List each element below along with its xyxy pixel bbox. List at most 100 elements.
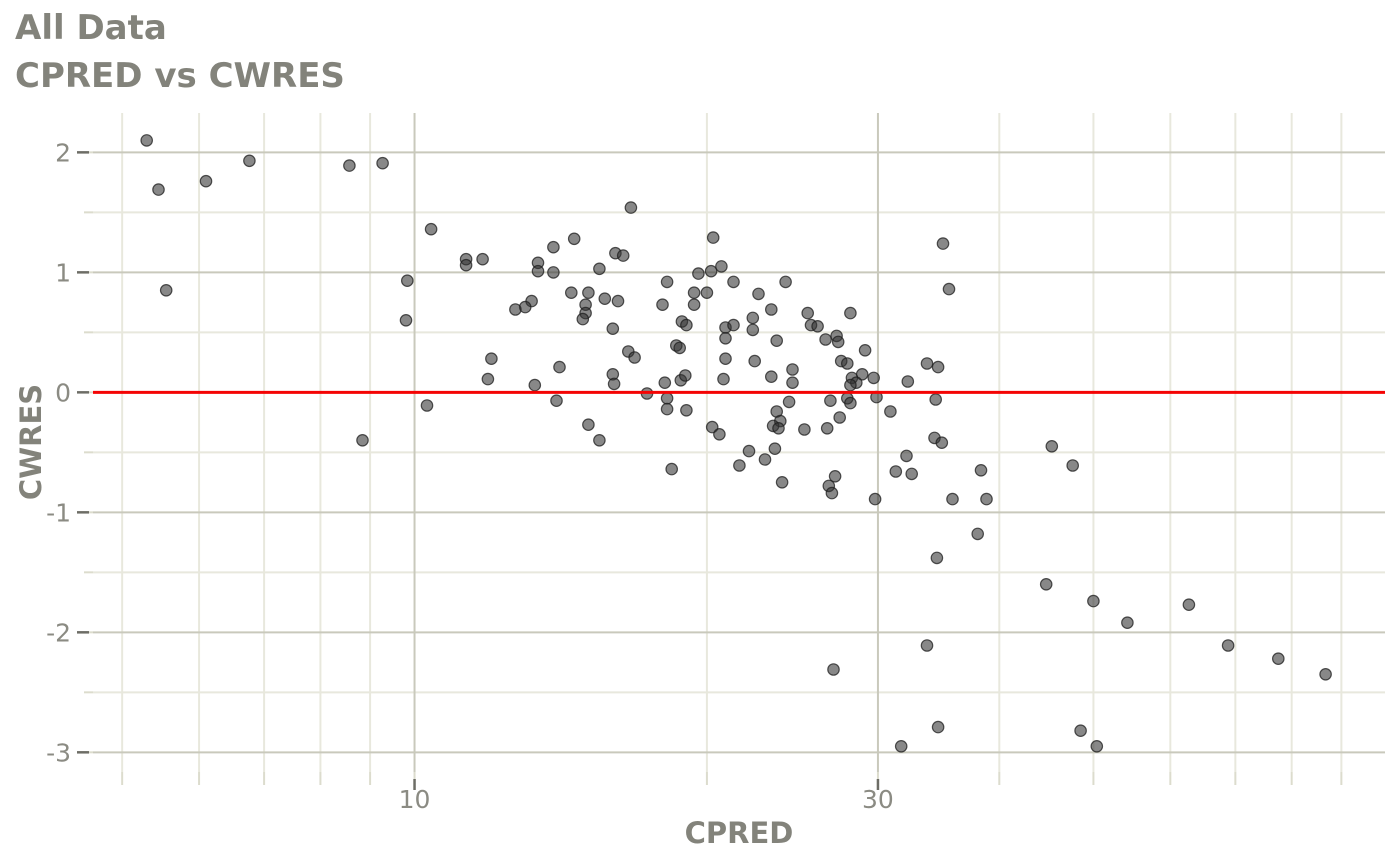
data-point: [1319, 667, 1332, 681]
data-point: [727, 275, 740, 289]
data-point: [547, 240, 560, 254]
data-points: [140, 134, 1332, 753]
data-point: [1090, 739, 1104, 753]
y-tick-label: 1: [55, 258, 71, 287]
data-point: [727, 318, 740, 332]
data-point: [665, 462, 678, 476]
data-point: [844, 306, 857, 320]
data-point: [786, 376, 799, 389]
plot-subtitle: CPRED vs CWRES: [15, 56, 345, 96]
data-point: [719, 331, 732, 345]
data-point: [1221, 639, 1235, 652]
y-tick-label: -3: [46, 738, 71, 767]
data-point: [656, 298, 669, 311]
data-point: [680, 318, 693, 332]
data-point: [811, 319, 824, 333]
data-point: [660, 402, 674, 416]
data-point: [700, 286, 714, 299]
data-point: [356, 433, 369, 447]
y-tick-label: 2: [55, 138, 71, 167]
data-point: [779, 275, 792, 289]
data-point: [1074, 724, 1087, 737]
data-point: [768, 442, 782, 455]
data-point: [1087, 594, 1100, 608]
data-point: [376, 156, 389, 170]
data-point: [748, 354, 761, 368]
data-point: [606, 322, 620, 335]
data-point: [974, 463, 988, 477]
data-point: [833, 411, 846, 424]
x-tick-label: 30: [862, 785, 894, 814]
data-point: [929, 393, 942, 406]
data-point: [476, 252, 489, 266]
data-point: [593, 433, 606, 447]
data-point: [531, 264, 545, 278]
data-point: [582, 286, 595, 299]
data-point: [509, 303, 522, 316]
data-point: [884, 405, 897, 418]
data-point: [547, 266, 560, 279]
data-point: [616, 249, 630, 262]
data-point: [159, 283, 173, 297]
data-point: [742, 444, 756, 458]
data-point: [746, 323, 760, 337]
data-point: [936, 237, 950, 250]
x-axis-title: CPRED: [684, 816, 794, 850]
data-point: [611, 294, 625, 308]
data-point: [827, 663, 840, 676]
data-point: [678, 369, 692, 382]
data-point: [840, 357, 854, 370]
data-point: [660, 275, 674, 289]
data-point: [889, 465, 903, 478]
data-point: [935, 436, 949, 449]
data-point: [719, 352, 732, 365]
data-point: [764, 370, 778, 383]
data-point: [680, 403, 693, 417]
data-point: [901, 375, 915, 388]
data-point: [713, 427, 726, 441]
data-point: [1182, 598, 1196, 611]
data-point: [704, 264, 718, 278]
data-point: [692, 267, 705, 280]
y-axis-title: CWRES: [14, 383, 48, 501]
data-point: [1121, 616, 1134, 629]
data-point: [424, 222, 438, 236]
data-point: [658, 376, 672, 389]
data-point: [786, 363, 799, 376]
data-point: [858, 343, 872, 357]
data-point: [706, 231, 720, 244]
data-point: [607, 377, 621, 391]
data-point: [459, 258, 473, 272]
y-tick-label: -1: [46, 498, 71, 527]
data-point: [868, 492, 882, 506]
data-point: [930, 551, 944, 565]
data-point: [798, 423, 811, 436]
data-point: [828, 469, 842, 483]
data-point: [598, 292, 612, 305]
data-point: [971, 527, 984, 541]
y-tick-label: -2: [46, 618, 71, 647]
data-point: [485, 352, 498, 365]
data-point: [243, 154, 256, 168]
data-point: [687, 286, 701, 299]
data-point: [931, 360, 945, 374]
data-point: [567, 232, 581, 246]
data-point: [399, 313, 413, 327]
data-point: [844, 378, 857, 392]
data-point: [824, 394, 837, 407]
data-point: [772, 421, 785, 435]
data-point: [980, 492, 993, 506]
data-point: [733, 459, 746, 472]
data-point: [1066, 459, 1079, 472]
y-tick-label: 0: [55, 378, 71, 407]
data-point: [764, 303, 778, 316]
data-point: [942, 282, 956, 296]
data-point: [894, 739, 908, 753]
data-point: [831, 335, 845, 349]
grid-minor: [93, 113, 1385, 772]
data-point: [905, 467, 918, 481]
data-point: [550, 394, 563, 407]
data-point: [752, 287, 765, 301]
data-point: [1045, 439, 1059, 453]
